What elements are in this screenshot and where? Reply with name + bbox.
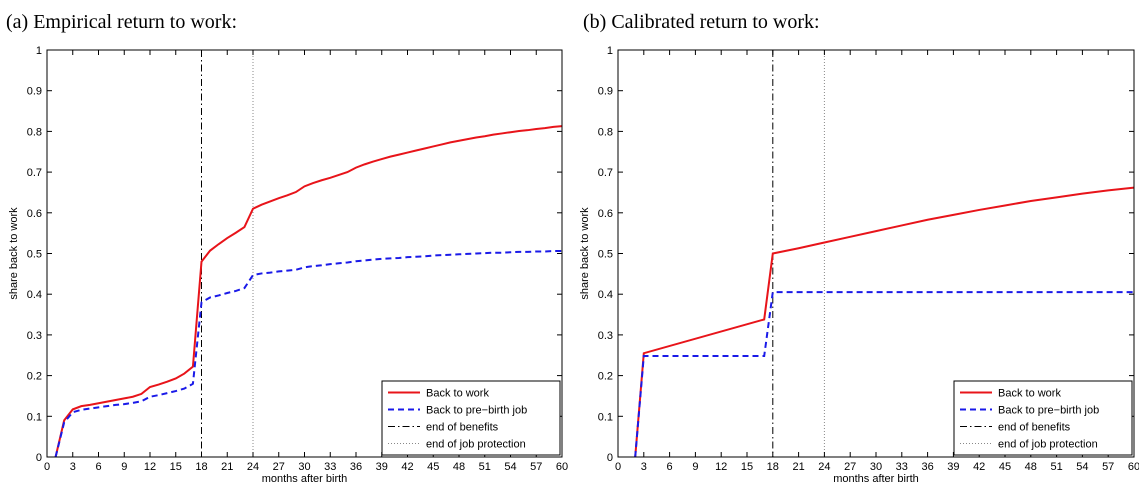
x-tick-label: 24 [247, 461, 259, 473]
y-tick-label: 0.5 [598, 249, 613, 261]
x-tick-label: 21 [792, 461, 804, 473]
x-tick-label: 45 [999, 461, 1011, 473]
x-tick-label: 15 [741, 461, 753, 473]
x-tick-label: 0 [44, 461, 50, 473]
y-tick-label: 0.2 [27, 371, 42, 383]
x-tick-label: 48 [1025, 461, 1037, 473]
y-tick-label: 0.8 [27, 126, 42, 138]
x-tick-label: 39 [947, 461, 959, 473]
y-tick-label: 0.9 [27, 86, 42, 98]
x-tick-label: 12 [144, 461, 156, 473]
y-tick-label: 0.1 [598, 411, 613, 423]
y-tick-label: 0.1 [27, 411, 42, 423]
x-tick-label: 33 [324, 461, 336, 473]
y-axis-label: share back to work [579, 207, 591, 300]
x-tick-label: 9 [692, 461, 698, 473]
legend-label: Back to pre−birth job [998, 405, 1099, 417]
x-tick-label: 33 [896, 461, 908, 473]
x-tick-label: 12 [715, 461, 727, 473]
x-tick-label: 48 [453, 461, 465, 473]
y-tick-label: 0 [607, 452, 613, 464]
x-tick-label: 60 [1128, 461, 1139, 473]
series-line [634, 186, 1135, 458]
y-tick-label: 0.4 [27, 289, 42, 301]
x-tick-label: 18 [767, 461, 779, 473]
x-tick-label: 24 [818, 461, 830, 473]
x-tick-label: 0 [615, 461, 621, 473]
series-line [54, 125, 563, 458]
legend-label: Back to pre−birth job [426, 405, 527, 417]
x-tick-label: 21 [221, 461, 233, 473]
x-tick-label: 39 [376, 461, 388, 473]
y-tick-label: 0.6 [598, 208, 613, 220]
y-tick-label: 0.9 [598, 86, 613, 98]
x-tick-label: 3 [641, 461, 647, 473]
series-line [634, 291, 1134, 458]
y-tick-label: 0.5 [27, 249, 42, 261]
legend-label: Back to work [998, 388, 1061, 400]
x-tick-label: 9 [121, 461, 127, 473]
x-tick-label: 30 [870, 461, 882, 473]
x-tick-label: 57 [530, 461, 542, 473]
y-tick-label: 0 [36, 452, 42, 464]
x-tick-label: 60 [556, 461, 568, 473]
y-tick-label: 0.8 [598, 126, 613, 138]
y-tick-label: 0.7 [598, 167, 613, 179]
x-tick-label: 27 [273, 461, 285, 473]
y-tick-label: 0.3 [598, 330, 613, 342]
x-axis-label: months after birth [262, 473, 348, 485]
x-axis-label: months after birth [833, 473, 919, 485]
x-tick-label: 6 [95, 461, 101, 473]
x-tick-label: 45 [427, 461, 439, 473]
x-tick-label: 57 [1102, 461, 1114, 473]
legend-label: end of benefits [426, 422, 499, 434]
y-tick-label: 1 [36, 45, 42, 57]
x-tick-label: 3 [70, 461, 76, 473]
x-tick-label: 51 [479, 461, 491, 473]
x-tick-label: 27 [844, 461, 856, 473]
y-tick-label: 0.2 [598, 371, 613, 383]
legend-label: end of job protection [426, 439, 526, 451]
x-tick-label: 6 [667, 461, 673, 473]
y-tick-label: 0.3 [27, 330, 42, 342]
x-tick-label: 18 [195, 461, 207, 473]
x-tick-label: 36 [921, 461, 933, 473]
y-tick-label: 0.7 [27, 167, 42, 179]
x-tick-label: 42 [973, 461, 985, 473]
y-tick-label: 0.6 [27, 208, 42, 220]
x-tick-label: 54 [1076, 461, 1088, 473]
series-line [54, 250, 562, 458]
x-tick-label: 15 [170, 461, 182, 473]
x-tick-label: 54 [504, 461, 516, 473]
x-tick-label: 51 [1050, 461, 1062, 473]
panel-title: (b) Calibrated return to work: [583, 11, 820, 33]
legend-label: Back to work [426, 388, 489, 400]
x-tick-label: 30 [298, 461, 310, 473]
y-tick-label: 0.4 [598, 289, 613, 301]
y-tick-label: 1 [607, 45, 613, 57]
x-tick-label: 42 [401, 461, 413, 473]
legend-label: end of benefits [998, 422, 1071, 434]
legend-label: end of job protection [998, 439, 1098, 451]
panel-title: (a) Empirical return to work: [6, 11, 237, 33]
y-axis-label: share back to work [8, 207, 20, 300]
x-tick-label: 36 [350, 461, 362, 473]
